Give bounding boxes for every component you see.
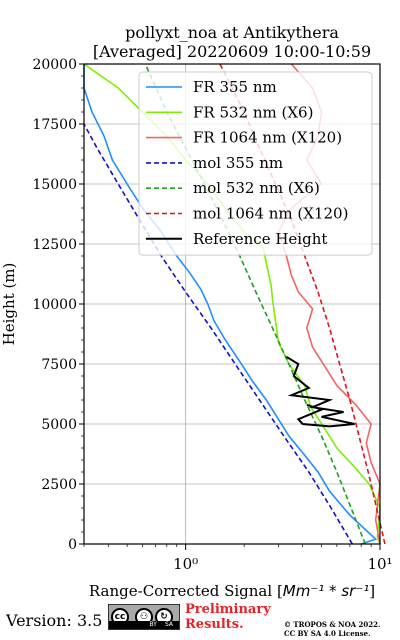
legend-box	[138, 71, 373, 256]
series-line-3	[83, 123, 353, 545]
cc-by-tag: BY	[149, 621, 157, 628]
series-line-6	[285, 355, 355, 428]
y-axis-label: Height (m)	[0, 263, 18, 346]
legend-label: mol 1064 nm (X120)	[193, 205, 348, 223]
legend-label: FR 532 nm (X6)	[193, 103, 313, 121]
y-tick-label: 10000	[32, 297, 77, 313]
preliminary-line-1: Preliminary	[185, 602, 271, 617]
x-tick-label: 10⁰	[173, 555, 198, 573]
y-tick-label: 17500	[32, 117, 77, 133]
y-tick-label: 12500	[32, 237, 77, 253]
y-tick-label: 7500	[41, 357, 77, 373]
x-axis-label: Range-Corrected Signal [Mm⁻¹ * sr⁻¹]	[89, 582, 375, 600]
legend-label: FR 355 nm	[193, 78, 277, 96]
legend: FR 355 nm FR 532 nm (X6) FR 1064 nm (X120)…	[138, 71, 373, 256]
y-tick-label: 5000	[41, 417, 77, 433]
legend-label: mol 532 nm (X6)	[193, 179, 320, 197]
series-line-0	[83, 64, 378, 545]
legend-label: Reference Height	[193, 230, 327, 248]
preliminary-notice: Preliminary Results.	[185, 602, 271, 632]
version-label: Version: 3.5	[6, 611, 103, 630]
x-axis-label-prefix: Range-Corrected Signal [	[89, 582, 283, 600]
lidar-profile-chart: pollyxt_noa at Antikythera [Averaged] 20…	[0, 23, 393, 600]
cc-tags: BY SA	[109, 621, 179, 629]
x-axis-label-math: Mm⁻¹ * sr⁻¹	[283, 582, 369, 600]
cc-sa-tag: SA	[164, 621, 173, 628]
x-tick-label: 10¹	[367, 555, 392, 573]
preliminary-line-2: Results.	[185, 617, 244, 632]
chart-title: pollyxt_noa at Antikythera	[125, 23, 339, 42]
legend-label: FR 1064 nm (X120)	[193, 129, 342, 147]
copyright-notice: © TROPOS & NOA 2022. CC BY SA 4.0 Licens…	[284, 620, 380, 638]
chart-subtitle: [Averaged] 20220609 10:00-10:59	[93, 42, 371, 61]
legend-label: mol 355 nm	[193, 154, 283, 172]
y-tick-label: 2500	[41, 477, 77, 493]
y-tick-label: 15000	[32, 177, 77, 193]
copyright-line-1: © TROPOS & NOA 2022.	[284, 620, 381, 629]
y-tick-label: 0	[68, 537, 77, 553]
cc-license-badge: cc ⚇ ↻ BY SA	[108, 604, 180, 630]
copyright-line-2: CC BY SA 4.0 License.	[284, 629, 371, 638]
axes: 0 2500 5000 7500 10000 12500 15000 17500 20000 10…	[32, 57, 392, 573]
x-axis-label-suffix: ]	[369, 582, 375, 600]
y-tick-label: 20000	[32, 57, 77, 73]
